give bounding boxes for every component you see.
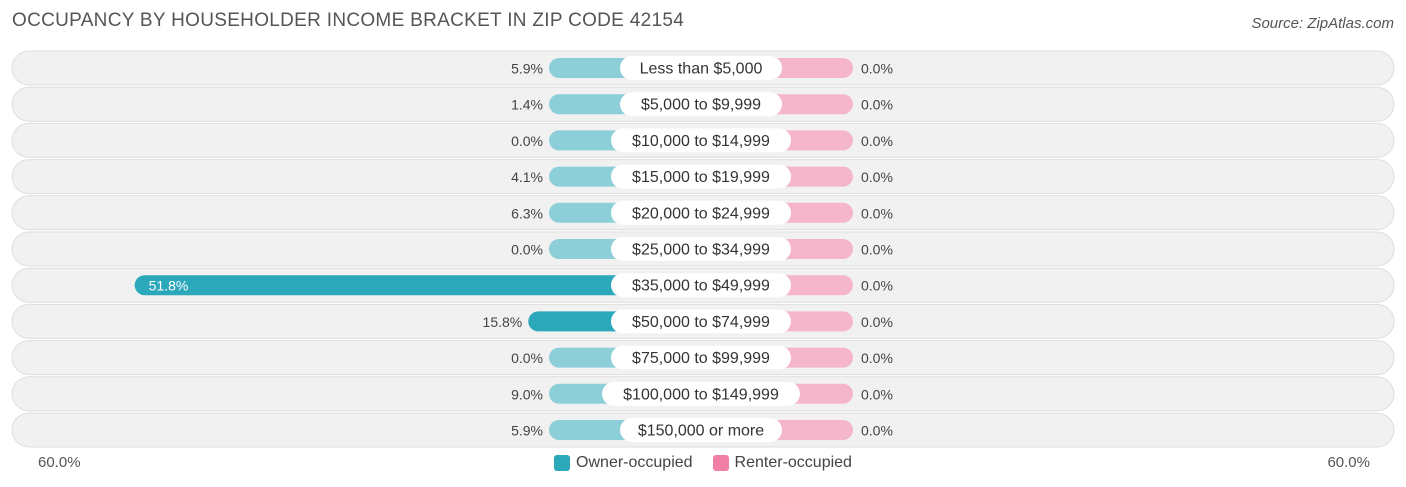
category-label-bg xyxy=(611,164,791,189)
category-label-bg xyxy=(611,237,791,261)
category-label: $25,000 to $34,999 xyxy=(632,242,770,259)
renter-value-label: 0.0% xyxy=(861,97,893,113)
category-label: $20,000 to $24,999 xyxy=(632,205,770,222)
axis-left-label: 60.0% xyxy=(38,454,81,471)
category-label: $150,000 or more xyxy=(638,423,764,440)
owner-value-label: 51.8% xyxy=(149,278,189,294)
owner-value-label: 9.0% xyxy=(511,386,543,402)
category-label-bg xyxy=(602,381,800,406)
legend-swatch-renter xyxy=(712,455,729,471)
legend: Owner-occupied Renter-occupied xyxy=(0,453,1406,473)
category-label-bg xyxy=(611,128,791,153)
renter-value-label: 0.0% xyxy=(861,423,893,439)
category-label: Less than $5,000 xyxy=(640,61,763,78)
renter-value-label: 0.0% xyxy=(861,278,893,294)
renter-value-label: 0.0% xyxy=(861,314,893,330)
category-label: $50,000 to $74,999 xyxy=(632,314,770,331)
renter-value-label: 0.0% xyxy=(861,205,893,221)
renter-value-label: 0.0% xyxy=(861,133,893,149)
category-label: $100,000 to $149,999 xyxy=(623,386,779,403)
owner-value-label: 0.0% xyxy=(511,350,543,366)
owner-bar xyxy=(134,275,702,296)
owner-value-label: 1.4% xyxy=(511,97,543,113)
legend-label-owner: Owner-occupied xyxy=(576,454,693,471)
source-note: Source: ZipAtlas.com xyxy=(1251,15,1394,32)
renter-value-label: 0.0% xyxy=(861,242,893,258)
owner-value-label: 5.9% xyxy=(511,423,543,439)
chart-title: OCCUPANCY BY HOUSEHOLDER INCOME BRACKET … xyxy=(12,10,685,31)
axis-right-label: 60.0% xyxy=(1327,454,1370,471)
legend-item-owner: Owner-occupied xyxy=(554,454,693,472)
category-label: $10,000 to $14,999 xyxy=(632,133,770,150)
category-label: $15,000 to $19,999 xyxy=(632,169,770,186)
category-label-bg xyxy=(620,92,782,117)
owner-value-label: 0.0% xyxy=(511,242,543,258)
renter-value-label: 0.0% xyxy=(861,169,893,185)
category-label: $75,000 to $99,999 xyxy=(632,350,770,367)
category-label-bg xyxy=(611,273,791,298)
owner-value-label: 6.3% xyxy=(511,205,543,221)
category-label: $35,000 to $49,999 xyxy=(632,278,770,295)
legend-label-renter: Renter-occupied xyxy=(734,454,852,471)
legend-item-renter: Renter-occupied xyxy=(712,454,852,472)
renter-value-label: 0.0% xyxy=(861,386,893,402)
legend-swatch-owner xyxy=(554,455,571,471)
category-label-bg xyxy=(611,345,791,370)
category-label: $5,000 to $9,999 xyxy=(641,97,761,114)
category-label-bg xyxy=(620,418,782,442)
renter-value-label: 0.0% xyxy=(861,61,893,77)
owner-value-label: 5.9% xyxy=(511,61,543,77)
category-label-bg xyxy=(611,309,791,334)
category-label-bg xyxy=(611,200,791,225)
owner-value-label: 4.1% xyxy=(511,169,543,185)
owner-value-label: 15.8% xyxy=(483,314,523,330)
category-label-bg xyxy=(620,56,782,80)
owner-value-label: 0.0% xyxy=(511,133,543,149)
renter-value-label: 0.0% xyxy=(861,350,893,366)
